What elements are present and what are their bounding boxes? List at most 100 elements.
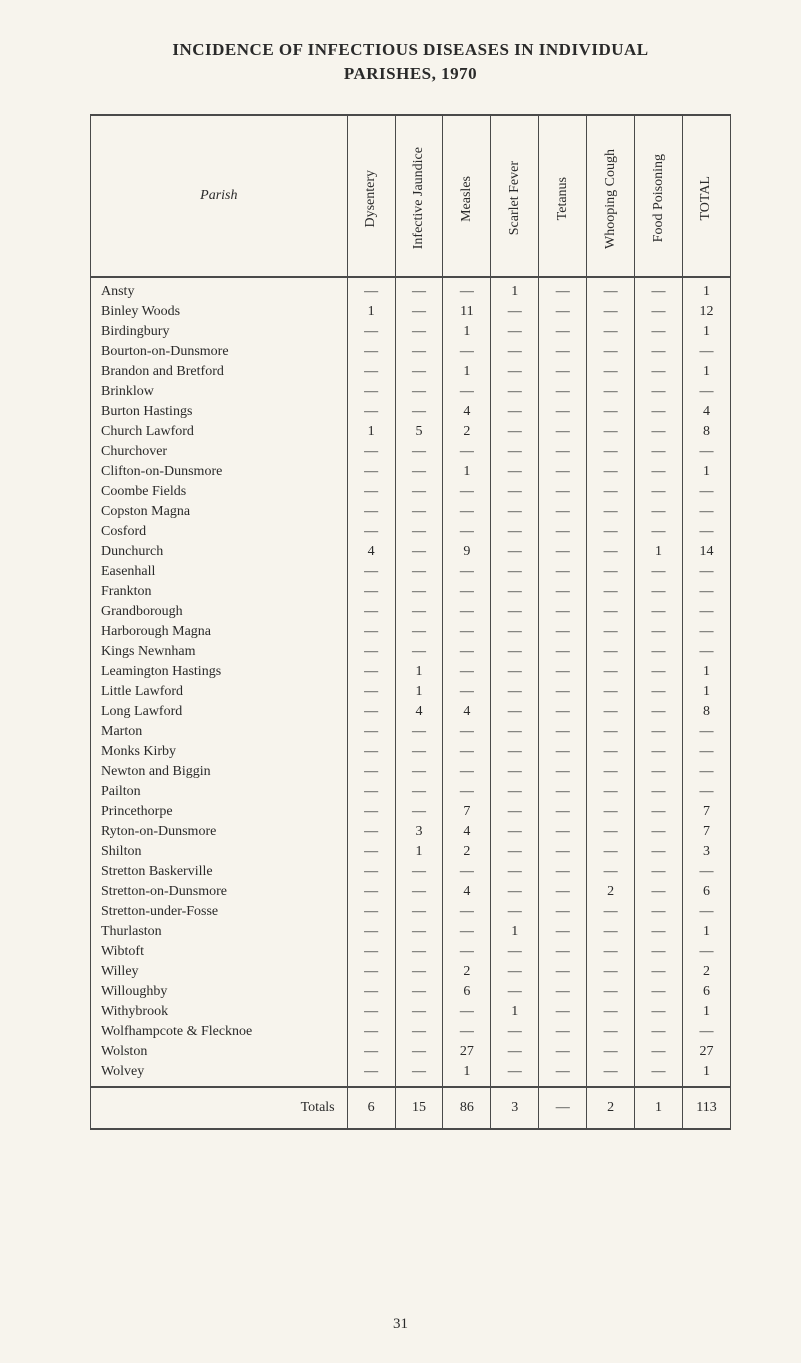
value-cell: 1: [443, 1062, 491, 1087]
value-cell: —: [539, 582, 587, 602]
value-cell: —: [491, 642, 539, 662]
value-cell: —: [635, 302, 683, 322]
value-cell: —: [587, 942, 635, 962]
value-cell: —: [682, 742, 730, 762]
value-cell: —: [491, 982, 539, 1002]
value-cell: —: [587, 822, 635, 842]
value-cell: —: [539, 902, 587, 922]
value-cell: 1: [443, 462, 491, 482]
table-row: Frankton————————: [91, 582, 731, 602]
table-row: Brandon and Bretford——1————1: [91, 362, 731, 382]
value-cell: 1: [682, 277, 730, 302]
parish-name-cell: Wolvey: [91, 1062, 348, 1087]
value-cell: —: [635, 582, 683, 602]
value-cell: —: [491, 762, 539, 782]
value-cell: —: [539, 762, 587, 782]
value-cell: —: [395, 902, 443, 922]
value-cell: —: [682, 562, 730, 582]
totals-cell: —: [539, 1087, 587, 1129]
value-cell: —: [635, 942, 683, 962]
value-cell: —: [587, 802, 635, 822]
page-number: 31: [0, 1316, 801, 1333]
table-row: Thurlaston———1———1: [91, 922, 731, 942]
value-cell: 1: [682, 362, 730, 382]
value-cell: —: [682, 762, 730, 782]
totals-cell: 86: [443, 1087, 491, 1129]
value-cell: —: [347, 1022, 395, 1042]
parish-name-cell: Coombe Fields: [91, 482, 348, 502]
value-cell: —: [587, 342, 635, 362]
value-cell: —: [682, 642, 730, 662]
value-cell: —: [347, 402, 395, 422]
value-cell: —: [635, 442, 683, 462]
value-cell: 6: [443, 982, 491, 1002]
value-cell: 8: [682, 422, 730, 442]
totals-cell: 113: [682, 1087, 730, 1129]
value-cell: —: [347, 582, 395, 602]
col-header-measles: Measles: [443, 115, 491, 277]
value-cell: —: [539, 922, 587, 942]
value-cell: 14: [682, 542, 730, 562]
value-cell: 1: [347, 422, 395, 442]
value-cell: —: [587, 602, 635, 622]
totals-cell: 1: [635, 1087, 683, 1129]
table-row: Long Lawford—44————8: [91, 702, 731, 722]
value-cell: —: [539, 562, 587, 582]
table-row: Harborough Magna————————: [91, 622, 731, 642]
value-cell: —: [635, 662, 683, 682]
value-cell: —: [587, 542, 635, 562]
value-cell: —: [587, 442, 635, 462]
value-cell: —: [395, 942, 443, 962]
page-title-line1: INCIDENCE OF INFECTIOUS DISEASES IN INDI…: [90, 40, 731, 60]
value-cell: —: [587, 462, 635, 482]
value-cell: —: [635, 622, 683, 642]
value-cell: —: [443, 762, 491, 782]
value-cell: —: [587, 782, 635, 802]
value-cell: —: [443, 502, 491, 522]
value-cell: —: [539, 382, 587, 402]
parish-name-cell: Willey: [91, 962, 348, 982]
value-cell: —: [635, 462, 683, 482]
table-row: Withybrook———1———1: [91, 1002, 731, 1022]
value-cell: —: [587, 962, 635, 982]
value-cell: —: [539, 522, 587, 542]
value-cell: —: [635, 762, 683, 782]
value-cell: 4: [395, 702, 443, 722]
value-cell: —: [539, 622, 587, 642]
value-cell: —: [443, 382, 491, 402]
value-cell: —: [395, 562, 443, 582]
value-cell: —: [491, 962, 539, 982]
value-cell: —: [682, 782, 730, 802]
value-cell: —: [635, 822, 683, 842]
totals-cell: 15: [395, 1087, 443, 1129]
value-cell: —: [443, 522, 491, 542]
value-cell: —: [635, 882, 683, 902]
table-row: Clifton-on-Dunsmore——1————1: [91, 462, 731, 482]
value-cell: 3: [395, 822, 443, 842]
value-cell: —: [587, 642, 635, 662]
value-cell: —: [587, 622, 635, 642]
table-row: Ryton-on-Dunsmore—34————7: [91, 822, 731, 842]
table-row: Kings Newnham————————: [91, 642, 731, 662]
value-cell: —: [347, 642, 395, 662]
value-cell: —: [587, 502, 635, 522]
value-cell: —: [395, 522, 443, 542]
value-cell: 6: [682, 982, 730, 1002]
value-cell: —: [395, 362, 443, 382]
parish-name-cell: Stretton-on-Dunsmore: [91, 882, 348, 902]
value-cell: —: [587, 322, 635, 342]
value-cell: —: [635, 682, 683, 702]
parish-name-cell: Brinklow: [91, 382, 348, 402]
table-row: Shilton—12————3: [91, 842, 731, 862]
table-row: Willoughby——6————6: [91, 982, 731, 1002]
value-cell: —: [587, 277, 635, 302]
value-cell: —: [491, 902, 539, 922]
value-cell: —: [347, 722, 395, 742]
value-cell: —: [443, 562, 491, 582]
value-cell: —: [347, 802, 395, 822]
value-cell: —: [347, 382, 395, 402]
value-cell: —: [491, 802, 539, 822]
value-cell: —: [395, 622, 443, 642]
disease-incidence-table: Parish Dysentery Infective Jaundice Meas…: [90, 114, 731, 1130]
value-cell: —: [587, 862, 635, 882]
